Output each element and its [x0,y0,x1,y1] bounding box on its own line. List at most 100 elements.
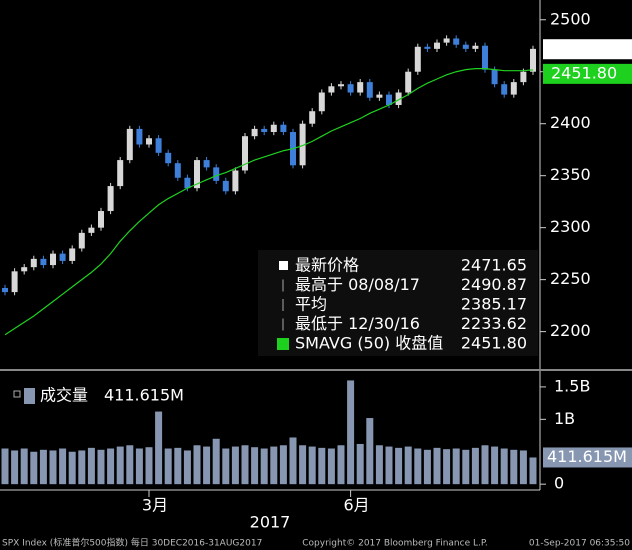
legend-value: 2471.65 [461,256,527,275]
volume-last: 411.615M [104,386,184,405]
candle-body [78,232,85,249]
candle-body [2,287,8,293]
candle-body [50,253,56,266]
candle-body [462,44,469,49]
volume-bar [337,445,345,485]
candle-body [376,94,383,98]
volume-bar [347,380,355,485]
candle-body [510,82,517,95]
volume-bar [289,437,297,485]
candle-body [126,128,133,161]
legend-name: 最高于 08/08/17 [295,275,420,294]
candle-body [357,82,364,93]
legend-value: 2451.80 [461,334,527,353]
sma-line [4,68,534,336]
candle-body [30,258,37,268]
volume-bar [260,448,268,485]
legend-value: 2233.62 [461,314,527,333]
volume-bar [11,450,19,485]
candle-body [453,38,460,45]
volume-bar [356,443,364,485]
y-tick-label: 1B [554,409,575,428]
volume-bar [519,450,527,485]
candle-body [88,227,95,233]
volume-bar [241,445,249,485]
candle-body [491,69,498,85]
candle-body [366,82,373,98]
candle-body [309,111,316,124]
volume-bar [135,448,143,485]
candle-body [270,124,277,133]
volume-bar [212,438,220,485]
sma-tag [543,63,632,84]
legend-name: 最低于 12/30/16 [295,314,420,333]
candle-body [136,128,143,145]
last-price-label: 2471.65 [551,39,617,58]
volume-bar [68,451,76,485]
volume-bar [471,447,479,485]
legend-value: 2385.17 [461,295,527,314]
candle-body [242,136,248,171]
y-tick-label: 2250 [550,269,591,288]
volume-bar [107,448,115,485]
candle-body [386,94,392,105]
legend-name: SMAVG (50) 收盘值 [295,334,443,353]
candle-body [98,211,104,228]
candle-body [328,86,335,93]
candle-body [472,45,479,49]
candle-body [482,45,488,70]
volume-bar [529,457,537,485]
volume-bar [87,447,95,485]
y-tick-label: 0 [554,474,564,493]
candle-body [107,186,114,212]
volume-bar [510,449,518,485]
y-tick-label: 2300 [550,217,591,236]
candle-body [530,48,536,72]
volume-tag-label: 411.615M [547,447,627,466]
candle-body [174,163,181,178]
volume-bar [481,445,489,485]
volume-bar [500,448,508,485]
candle-body [222,180,229,192]
candle-body [395,92,402,105]
candle-body [299,123,306,166]
volume-bar [183,450,191,485]
footer-left: SPX Index (标准普尔500指数) 每日 30DEC2016-31AUG… [2,537,262,549]
candle-body [117,160,124,187]
volume-bar [433,447,441,485]
candle-body [251,128,258,137]
candle-body [520,71,527,83]
volume-bar [59,448,67,485]
volume-bar [155,411,163,485]
legend-swatch [279,261,288,270]
candle-body [347,84,354,93]
candle-body [414,46,421,72]
candle-body [40,258,47,266]
candle-body [280,124,287,133]
volume-bar [270,446,278,485]
candle-body [261,128,268,133]
volume-bar [308,446,316,485]
y-tick-label: 2200 [550,321,591,340]
volume-bar [452,448,460,485]
volume-bar [39,449,47,485]
volume-bar [462,449,470,485]
candle-body [69,248,76,261]
candle-body [424,46,431,49]
candle-body [213,167,220,181]
candle-body [146,138,152,145]
candle-body [434,42,440,49]
volume-bar [126,445,134,485]
volume-bar [30,451,38,485]
legend-value: 2490.87 [461,275,527,294]
volume-bar [279,445,287,485]
volume-bar [375,445,383,485]
volume-tag [543,447,632,468]
volume-title: 成交量 [40,386,88,405]
candle-body [232,170,239,192]
volume-bar [116,446,124,485]
volume-bar [193,445,201,485]
volume-bar [443,449,451,485]
x-tick-label: 6月 [344,496,370,515]
